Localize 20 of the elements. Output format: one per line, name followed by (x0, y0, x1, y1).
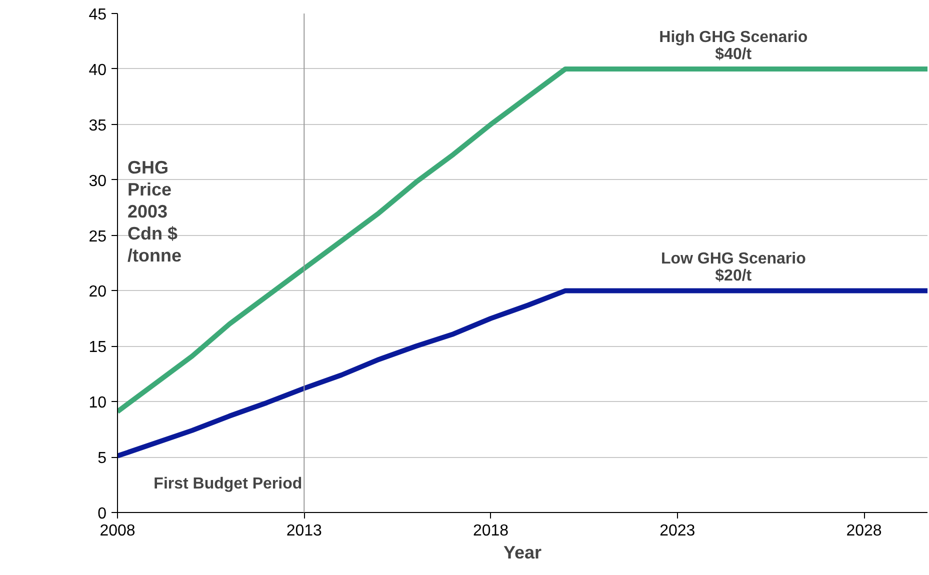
x-tick-label: 2023 (660, 522, 696, 540)
x-axis-title: Year (503, 542, 542, 562)
y-tick-label: 0 (98, 506, 107, 522)
y-axis-title: GHG Price 2003 Cdn $ /tonne (128, 158, 182, 266)
y-tick-label: 40 (88, 62, 107, 79)
y-tick-label: 15 (88, 339, 107, 356)
y-tick-label: 35 (88, 117, 107, 134)
y-tick-label: 5 (98, 450, 107, 468)
y-tick-label: 20 (88, 284, 107, 301)
x-tick-label: 2013 (286, 522, 322, 540)
series-label: High GHG Scenario $40/t (659, 28, 808, 63)
x-tick-label: 2018 (472, 522, 509, 540)
series-label: Low GHG Scenario $20/t (660, 250, 806, 285)
y-tick-label: 25 (88, 228, 107, 246)
y-tick-label: 45 (88, 6, 107, 24)
x-tick-label: 2008 (100, 522, 136, 540)
y-tick-label: 30 (88, 172, 107, 190)
ref-line-label: First Budget Period (154, 476, 302, 492)
y-tick-label: 10 (88, 394, 107, 412)
x-tick-label: 2028 (846, 522, 882, 540)
